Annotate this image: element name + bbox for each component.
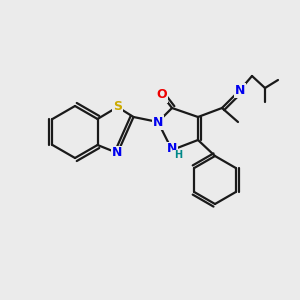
Text: N: N	[167, 142, 177, 155]
Text: N: N	[235, 83, 245, 97]
Text: H: H	[174, 150, 182, 160]
Text: O: O	[157, 88, 167, 101]
Text: S: S	[113, 100, 122, 113]
Text: N: N	[112, 146, 123, 160]
Text: N: N	[153, 116, 163, 128]
